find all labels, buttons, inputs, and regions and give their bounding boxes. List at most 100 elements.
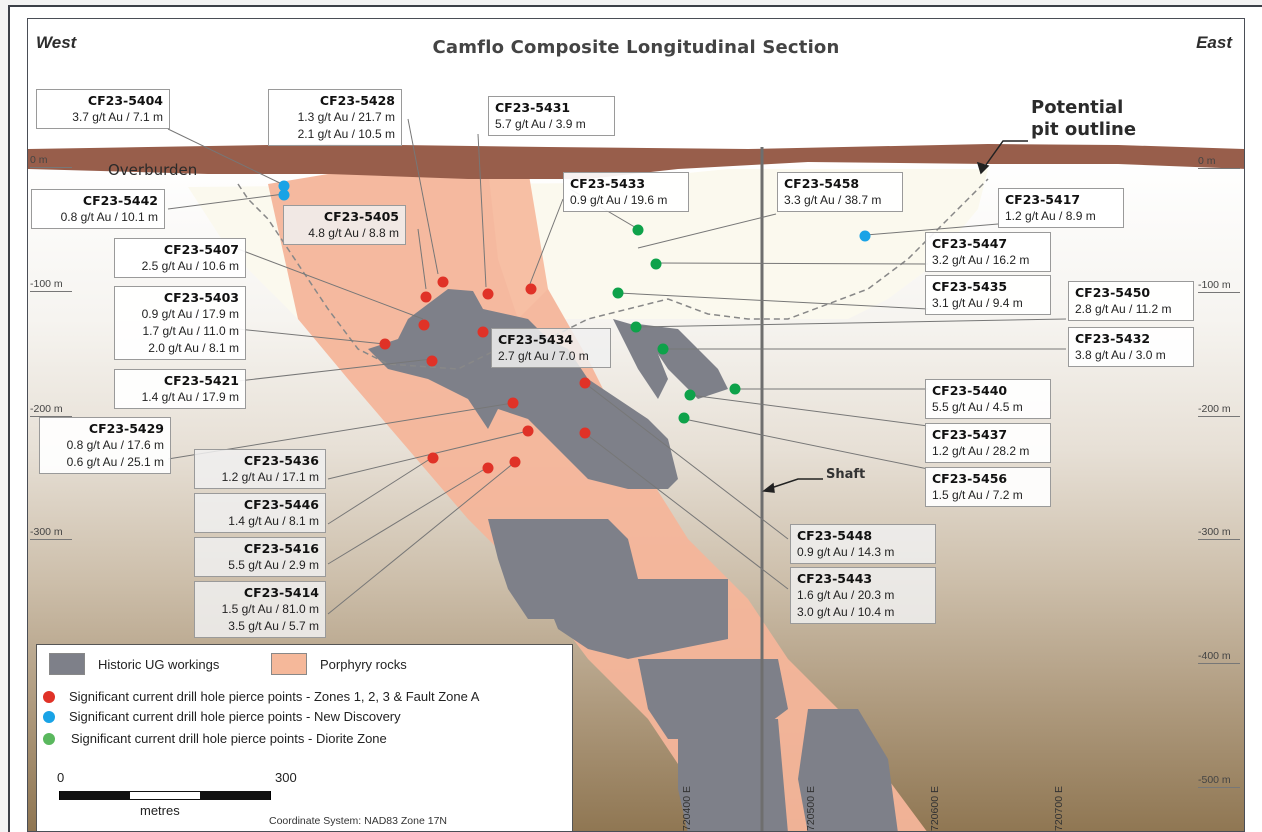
drill-hole-id: CF23-5442 bbox=[82, 193, 158, 208]
callout-CF23-5456: CF23-5456 1.5 g/t Au / 7.2 m bbox=[925, 467, 1051, 507]
green-pierce-point bbox=[612, 287, 624, 299]
depth-label-right: 0 m bbox=[1198, 155, 1240, 169]
drill-hole-id: CF23-5428 bbox=[319, 93, 395, 108]
scale-bar bbox=[59, 791, 271, 800]
page-title: Camflo Composite Longitudinal Section bbox=[432, 37, 840, 58]
annotation-arrows bbox=[762, 140, 1028, 493]
pierce-points bbox=[278, 180, 871, 474]
callout-CF23-5407: CF23-5407 2.5 g/t Au / 10.6 m bbox=[114, 238, 246, 278]
callout-CF23-5432: CF23-5432 3.8 g/t Au / 3.0 m bbox=[1068, 327, 1194, 367]
assay-line: 1.5 g/t Au / 7.2 m bbox=[932, 488, 1023, 502]
green-pierce-point bbox=[630, 321, 642, 333]
callout-CF23-5446: CF23-5446 1.4 g/t Au / 8.1 m bbox=[194, 493, 326, 533]
red-pierce-point bbox=[427, 452, 439, 464]
easting-label: 720400 E bbox=[681, 786, 693, 831]
depth-label-right: -400 m bbox=[1198, 650, 1240, 664]
depth-label-left: -200 m bbox=[30, 403, 72, 417]
assay-line: 1.2 g/t Au / 28.2 m bbox=[932, 444, 1030, 458]
depth-label-right: -500 m bbox=[1198, 774, 1240, 788]
drill-hole-id: CF23-5432 bbox=[1075, 331, 1151, 346]
drill-hole-id: CF23-5437 bbox=[932, 427, 1008, 442]
red-pierce-point bbox=[418, 319, 430, 331]
assay-line: 1.3 g/t Au / 21.7 m bbox=[297, 110, 395, 124]
red-pierce-point bbox=[482, 288, 494, 300]
drill-hole-id: CF23-5434 bbox=[498, 332, 574, 347]
green-pierce-point bbox=[650, 258, 662, 270]
callout-CF23-5458: CF23-5458 3.3 g/t Au / 38.7 m bbox=[777, 172, 903, 212]
assay-line: 2.5 g/t Au / 10.6 m bbox=[141, 259, 239, 273]
assay-line: 1.2 g/t Au / 17.1 m bbox=[221, 470, 319, 484]
assay-line: 0.8 g/t Au / 17.6 m bbox=[66, 438, 164, 452]
drill-hole-id: CF23-5404 bbox=[87, 93, 163, 108]
easting-label: 720500 E bbox=[805, 786, 817, 831]
blue-pierce-point bbox=[278, 189, 290, 201]
assay-line: 3.8 g/t Au / 3.0 m bbox=[1075, 348, 1166, 362]
red-pierce-point bbox=[525, 283, 537, 295]
drill-hole-id: CF23-5448 bbox=[797, 528, 873, 543]
west-label: West bbox=[36, 33, 77, 52]
assay-line: 0.6 g/t Au / 25.1 m bbox=[66, 455, 164, 469]
assay-line: 0.9 g/t Au / 17.9 m bbox=[141, 307, 239, 321]
legend-label: Historic UG workings bbox=[98, 656, 220, 672]
legend-item-green-points: Significant current drill hole pierce po… bbox=[43, 731, 387, 746]
assay-line: 1.2 g/t Au / 8.9 m bbox=[1005, 209, 1096, 223]
green-dot-icon bbox=[43, 732, 55, 745]
assay-line: 0.8 g/t Au / 10.1 m bbox=[60, 210, 158, 224]
assay-line: 2.0 g/t Au / 8.1 m bbox=[148, 341, 239, 355]
callout-CF23-5405: CF23-5405 4.8 g/t Au / 8.8 m bbox=[283, 205, 406, 245]
callout-CF23-5443: CF23-5443 1.6 g/t Au / 20.3 m 3.0 g/t Au… bbox=[790, 567, 936, 624]
drill-hole-id: CF23-5446 bbox=[243, 497, 319, 512]
callout-CF23-5442: CF23-5442 0.8 g/t Au / 10.1 m bbox=[31, 189, 165, 229]
red-pierce-point bbox=[482, 462, 494, 474]
scale-start: 0 bbox=[57, 770, 65, 785]
red-pierce-point bbox=[420, 291, 432, 303]
depth-label-left: 0 m bbox=[30, 154, 72, 168]
green-pierce-point bbox=[678, 412, 690, 424]
legend-label: Significant current drill hole pierce po… bbox=[69, 689, 480, 704]
red-pierce-point bbox=[579, 377, 591, 389]
scale-end: 300 bbox=[275, 770, 297, 785]
callout-CF23-5440: CF23-5440 5.5 g/t Au / 4.5 m bbox=[925, 379, 1051, 419]
callout-CF23-5434: CF23-5434 2.7 g/t Au / 7.0 m bbox=[491, 328, 611, 368]
callout-CF23-5428: CF23-5428 1.3 g/t Au / 21.7 m 2.1 g/t Au… bbox=[268, 89, 402, 146]
drill-hole-id: CF23-5421 bbox=[163, 373, 239, 388]
red-pierce-point bbox=[579, 427, 591, 439]
callout-CF23-5403: CF23-5403 0.9 g/t Au / 17.9 m 1.7 g/t Au… bbox=[114, 286, 246, 360]
assay-line: 3.1 g/t Au / 9.4 m bbox=[932, 296, 1023, 310]
legend-label: Significant current drill hole pierce po… bbox=[71, 731, 387, 746]
red-dot-icon bbox=[43, 690, 55, 703]
red-pierce-point bbox=[507, 397, 519, 409]
red-pierce-point bbox=[477, 326, 489, 338]
callout-CF23-5429: CF23-5429 0.8 g/t Au / 17.6 m 0.6 g/t Au… bbox=[39, 417, 171, 474]
assay-line: 1.7 g/t Au / 11.0 m bbox=[142, 324, 239, 338]
easting-label: 720600 E bbox=[929, 786, 941, 831]
callout-CF23-5417: CF23-5417 1.2 g/t Au / 8.9 m bbox=[998, 188, 1124, 228]
callout-CF23-5404: CF23-5404 3.7 g/t Au / 7.1 m bbox=[36, 89, 170, 129]
drill-hole-id: CF23-5403 bbox=[163, 290, 239, 305]
green-pierce-point bbox=[632, 224, 644, 236]
assay-line: 1.6 g/t Au / 20.3 m bbox=[797, 588, 895, 602]
easting-label: 720700 E bbox=[1053, 786, 1065, 831]
callout-CF23-5416: CF23-5416 5.5 g/t Au / 2.9 m bbox=[194, 537, 326, 577]
pit-outline-label-line1: Potential bbox=[1031, 97, 1124, 118]
porphyry-swatch bbox=[271, 653, 307, 675]
callout-CF23-5414: CF23-5414 1.5 g/t Au / 81.0 m 3.5 g/t Au… bbox=[194, 581, 326, 638]
assay-line: 0.9 g/t Au / 19.6 m bbox=[570, 193, 668, 207]
drill-hole-id: CF23-5436 bbox=[243, 453, 319, 468]
green-pierce-point bbox=[657, 343, 669, 355]
assay-line: 2.7 g/t Au / 7.0 m bbox=[498, 349, 589, 363]
drill-hole-id: CF23-5435 bbox=[932, 279, 1008, 294]
legend-label: Porphyry rocks bbox=[320, 656, 407, 672]
red-pierce-point bbox=[522, 425, 534, 437]
assay-line: 5.5 g/t Au / 2.9 m bbox=[228, 558, 319, 572]
assay-line: 3.3 g/t Au / 38.7 m bbox=[784, 193, 882, 207]
scale-unit: metres bbox=[140, 803, 180, 818]
callout-CF23-5431: CF23-5431 5.7 g/t Au / 3.9 m bbox=[488, 96, 615, 136]
drill-hole-id: CF23-5450 bbox=[1075, 285, 1151, 300]
callout-CF23-5436: CF23-5436 1.2 g/t Au / 17.1 m bbox=[194, 449, 326, 489]
depth-label-right: -100 m bbox=[1198, 279, 1240, 293]
drill-hole-id: CF23-5429 bbox=[88, 421, 164, 436]
green-pierce-point bbox=[729, 383, 741, 395]
assay-line: 1.4 g/t Au / 17.9 m bbox=[141, 390, 239, 404]
drill-hole-id: CF23-5447 bbox=[932, 236, 1008, 251]
